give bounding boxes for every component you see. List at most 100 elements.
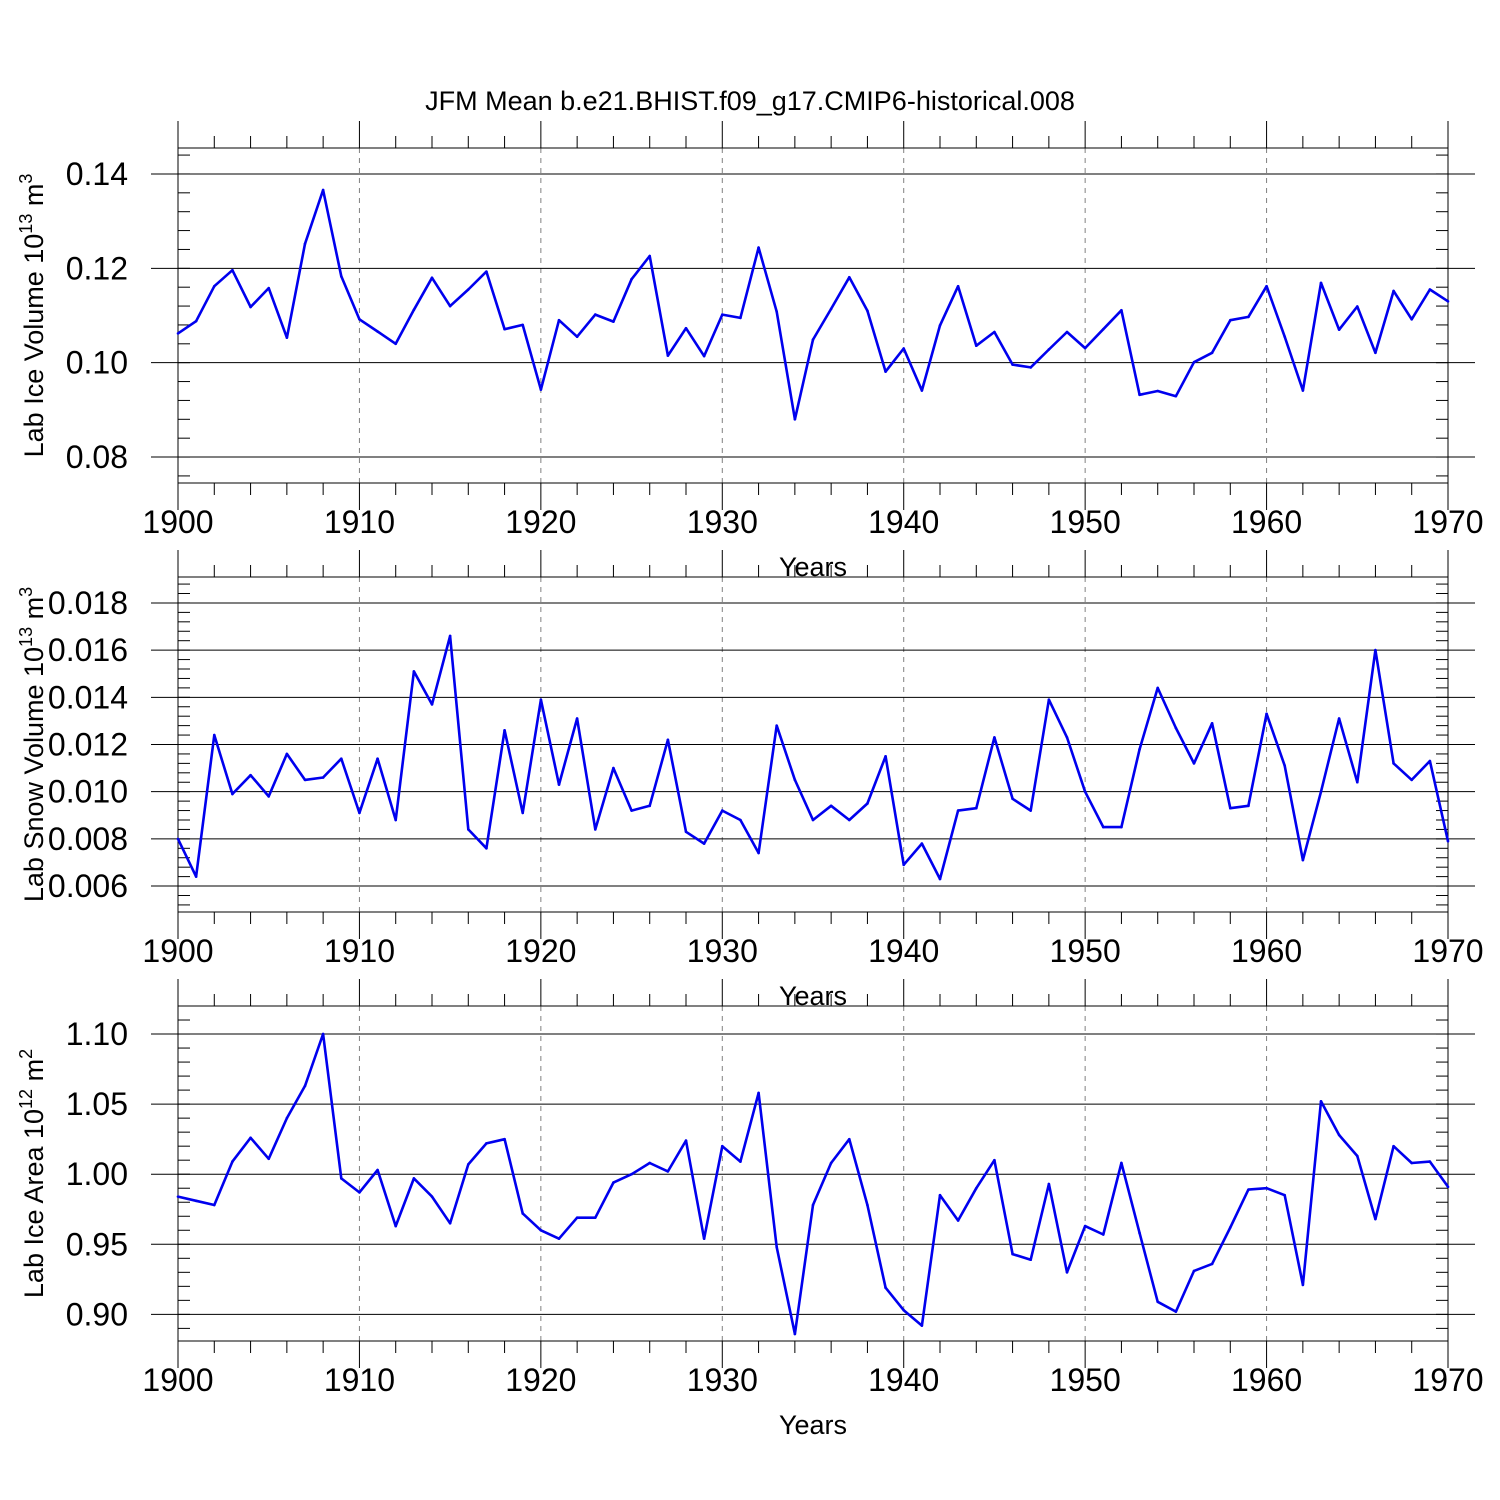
y-axis-label-text: Lab Ice Volume 10	[19, 234, 49, 458]
data-point	[884, 370, 887, 373]
data-point	[249, 773, 252, 777]
data-point	[1265, 712, 1268, 716]
y-axis-label-unit: m	[19, 1059, 49, 1089]
data-point	[485, 1142, 488, 1145]
data-point	[866, 802, 869, 805]
y-axis-label-exponent: 13	[16, 627, 36, 647]
y-tick-label: 1.05	[66, 1086, 128, 1122]
y-axis-label-unit-exponent: 2	[16, 1049, 36, 1059]
data-point	[793, 1332, 797, 1336]
data-point	[575, 717, 579, 720]
data-point	[503, 729, 506, 732]
data-point	[974, 344, 978, 347]
data-point	[684, 1139, 688, 1142]
y-tick-label: 0.14	[66, 156, 128, 192]
x-tick-label: 1970	[1412, 933, 1483, 969]
y-tick-label: 1.00	[66, 1156, 128, 1192]
data-point	[793, 418, 797, 421]
y-tick-label: 0.08	[66, 439, 128, 475]
data-point	[1446, 300, 1450, 303]
data-point	[630, 809, 633, 812]
data-point	[1029, 366, 1033, 369]
data-point	[1428, 759, 1432, 763]
data-point	[666, 1170, 670, 1173]
data-point	[430, 1195, 434, 1198]
data-point	[557, 1237, 561, 1240]
y-tick-label: 0.006	[48, 868, 128, 904]
data-point	[249, 1136, 252, 1140]
data-point	[194, 319, 198, 323]
data-point	[1029, 1258, 1033, 1262]
data-point	[1392, 762, 1395, 765]
figure-title: JFM Mean b.e21.BHIST.f09_g17.CMIP6-histo…	[425, 86, 1075, 116]
data-point	[303, 778, 307, 782]
data-point	[648, 254, 652, 258]
data-point	[539, 1228, 543, 1232]
data-point	[811, 1203, 815, 1207]
data-point	[720, 809, 724, 812]
data-point	[1428, 288, 1432, 291]
y-axis-label-unit-exponent: 3	[16, 587, 36, 597]
data-point	[485, 270, 488, 273]
data-point	[739, 316, 742, 320]
data-point	[1355, 780, 1359, 784]
data-point	[557, 783, 561, 786]
data-point	[1210, 1262, 1214, 1266]
y-tick-label: 0.010	[48, 774, 128, 810]
data-point	[993, 736, 996, 739]
data-point	[358, 1191, 361, 1194]
data-point	[757, 851, 760, 855]
y-axis-label-unit: m	[19, 184, 49, 214]
data-point	[993, 1158, 996, 1162]
y-tick-label: 1.10	[66, 1016, 128, 1052]
data-point	[1156, 1300, 1160, 1304]
y-tick-label: 0.10	[66, 345, 128, 381]
data-point	[1083, 346, 1087, 350]
data-point	[847, 1137, 851, 1141]
x-tick-label: 1970	[1412, 504, 1483, 540]
data-point	[1138, 393, 1141, 397]
data-point	[829, 307, 833, 311]
data-point	[1156, 389, 1160, 393]
data-point	[630, 1172, 633, 1176]
data-point	[1101, 1233, 1105, 1236]
x-tick-label: 1900	[142, 933, 213, 969]
y-axis-label: Lab Ice Area 1012 m2	[16, 1049, 49, 1298]
data-point	[376, 1168, 379, 1172]
data-point	[1120, 309, 1123, 312]
data-point	[1065, 330, 1069, 334]
data-point	[593, 828, 597, 831]
data-point	[1355, 305, 1359, 308]
data-point	[974, 1186, 978, 1190]
data-point	[212, 1203, 216, 1207]
data-point	[1446, 1185, 1450, 1189]
data-point	[231, 268, 234, 272]
data-point	[1065, 736, 1069, 739]
data-point	[1101, 327, 1105, 331]
data-point	[612, 766, 615, 770]
x-tick-label: 1910	[324, 504, 395, 540]
x-tick-label: 1920	[505, 933, 576, 969]
data-point	[884, 1286, 887, 1290]
data-point	[521, 323, 525, 327]
y-tick-label: 0.12	[66, 250, 128, 286]
data-point	[1174, 726, 1178, 730]
data-point	[539, 698, 543, 701]
data-point	[1337, 328, 1341, 331]
data-point	[1047, 1182, 1051, 1186]
data-point	[1301, 1283, 1305, 1287]
x-tick-label: 1950	[1050, 1362, 1121, 1398]
data-point	[920, 1324, 924, 1327]
data-point	[612, 320, 615, 323]
data-point	[339, 757, 343, 760]
data-point	[1247, 1188, 1250, 1191]
data-point	[775, 310, 779, 314]
x-tick-label: 1950	[1050, 933, 1121, 969]
data-point	[285, 336, 289, 339]
data-point	[557, 318, 561, 322]
y-tick-label: 0.95	[66, 1226, 128, 1262]
data-point	[956, 809, 960, 812]
data-point	[249, 305, 252, 309]
data-point	[503, 327, 506, 331]
